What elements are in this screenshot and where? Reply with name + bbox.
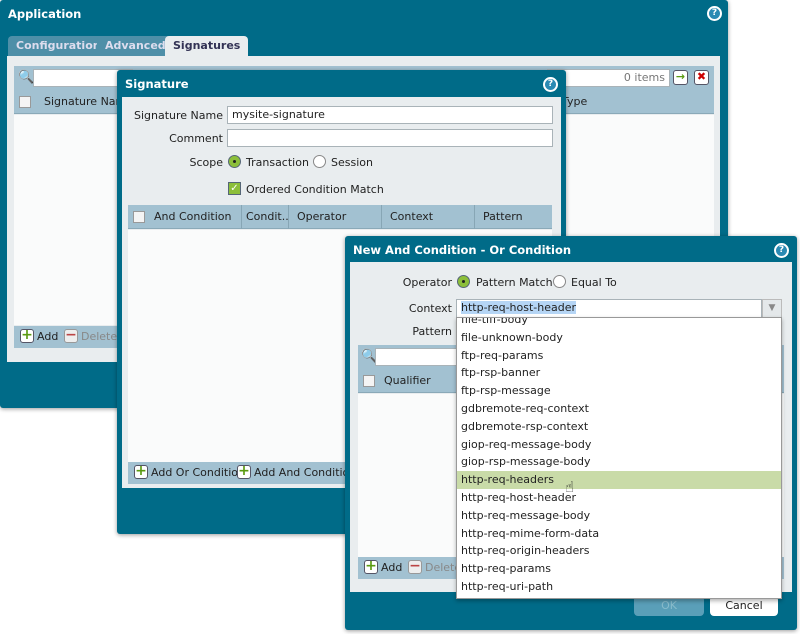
operator-label: Operator bbox=[402, 276, 452, 289]
dropdown-option[interactable]: ftp-req-params bbox=[461, 348, 544, 362]
dropdown-option[interactable]: http-req-host-header bbox=[461, 490, 577, 504]
dropdown-option[interactable]: http-req-origin-headers bbox=[461, 544, 590, 558]
pattern-label: Pattern bbox=[412, 325, 452, 338]
apply-filter-icon[interactable]: → bbox=[673, 70, 688, 85]
plus-icon: + bbox=[364, 558, 378, 574]
scope-transaction-radio[interactable] bbox=[228, 155, 241, 168]
plus-icon: + bbox=[20, 327, 34, 343]
window-title: Application bbox=[8, 7, 82, 21]
scope-transaction-label: Transaction bbox=[246, 156, 309, 169]
minus-icon: − bbox=[408, 558, 422, 574]
delete-button[interactable]: − Delete bbox=[408, 558, 462, 574]
dropdown-option[interactable]: file-unknown-body bbox=[461, 330, 563, 344]
dropdown-option[interactable]: http-req-uri-path bbox=[461, 579, 554, 593]
conditions-table-header: And Condition Condit... Operator Context… bbox=[128, 205, 552, 229]
dropdown-option[interactable]: http-req-mime-form-data bbox=[461, 526, 600, 540]
context-combobox[interactable]: http-req-host-header bbox=[456, 299, 762, 318]
dropdown-option[interactable]: giop-rsp-message-body bbox=[461, 455, 591, 469]
search-icon: 🔍 bbox=[18, 70, 35, 85]
search-icon: 🔍 bbox=[361, 349, 378, 364]
equal-to-radio[interactable] bbox=[553, 275, 566, 288]
signature-dialog: Signature ? Signature Name mysite-signat… bbox=[117, 70, 566, 534]
add-or-condition-button[interactable]: + Add Or Condition bbox=[134, 463, 245, 479]
dropdown-option[interactable]: giop-req-message-body bbox=[461, 437, 592, 451]
dialog-title: New And Condition - Or Condition bbox=[353, 243, 572, 257]
col-pattern[interactable]: Pattern bbox=[483, 210, 523, 223]
help-icon[interactable]: ? bbox=[707, 6, 722, 21]
tab-advanced[interactable]: Advanced bbox=[97, 36, 174, 56]
col-condition[interactable]: Condit... bbox=[242, 205, 289, 229]
col-context[interactable]: Context bbox=[382, 205, 475, 229]
signature-name-label: Signature Name bbox=[133, 109, 223, 122]
dropdown-option[interactable]: file-tiff-body bbox=[461, 317, 528, 326]
tab-signatures[interactable]: Signatures bbox=[165, 36, 249, 57]
minus-icon: − bbox=[64, 327, 78, 343]
add-and-condition-button[interactable]: + Add And Condition bbox=[237, 463, 357, 479]
context-label: Context bbox=[408, 302, 452, 315]
col-and-condition[interactable]: And Condition bbox=[146, 205, 242, 229]
help-icon[interactable]: ? bbox=[543, 77, 558, 92]
ordered-condition-label: Ordered Condition Match bbox=[246, 183, 384, 196]
comment-label: Comment bbox=[169, 132, 223, 145]
dropdown-arrow-icon[interactable]: ▼ bbox=[762, 299, 782, 318]
plus-icon: + bbox=[237, 463, 251, 479]
hand-cursor-icon: ☝ bbox=[565, 478, 575, 496]
ok-button[interactable]: OK bbox=[634, 596, 704, 616]
scope-label: Scope bbox=[189, 156, 223, 169]
col-type[interactable]: Type bbox=[562, 95, 588, 108]
select-all-checkbox[interactable] bbox=[133, 211, 145, 223]
dropdown-option[interactable]: http-req-params bbox=[461, 562, 551, 576]
dropdown-option[interactable]: ftp-rsp-message bbox=[461, 384, 551, 398]
dropdown-option[interactable]: http-req-message-body bbox=[461, 508, 591, 522]
equal-to-label: Equal To bbox=[571, 276, 617, 289]
comment-input[interactable] bbox=[227, 129, 553, 147]
clear-filter-icon[interactable]: ✖ bbox=[694, 70, 709, 85]
dropdown-option[interactable]: gdbremote-req-context bbox=[461, 401, 589, 415]
plus-icon: + bbox=[134, 463, 148, 479]
dropdown-option[interactable]: gdbremote-rsp-context bbox=[461, 419, 589, 433]
select-all-checkbox[interactable] bbox=[363, 375, 375, 387]
tab-configuration[interactable]: Configuration bbox=[8, 36, 109, 56]
ordered-condition-checkbox[interactable]: ✓ bbox=[228, 182, 241, 195]
dropdown-option[interactable]: ftp-rsp-banner bbox=[461, 366, 541, 380]
context-dropdown-list: file-tiff-body file-unknown-body ftp-req-p… bbox=[456, 317, 782, 599]
col-qualifier[interactable]: Qualifier bbox=[384, 374, 431, 387]
signature-name-input[interactable]: mysite-signature bbox=[227, 106, 553, 124]
pattern-match-label: Pattern Match bbox=[476, 276, 553, 289]
dropdown-option[interactable]: http-req-headers bbox=[457, 471, 781, 489]
scope-session-radio[interactable] bbox=[313, 155, 326, 168]
add-button[interactable]: + Add bbox=[20, 327, 59, 343]
items-count: 0 items bbox=[547, 69, 670, 87]
help-icon[interactable]: ? bbox=[774, 243, 789, 258]
col-signature-name[interactable]: Signature Name bbox=[36, 90, 126, 114]
delete-button[interactable]: − Delete bbox=[64, 327, 118, 343]
select-all-checkbox[interactable] bbox=[19, 96, 31, 108]
pattern-match-radio[interactable] bbox=[457, 275, 470, 288]
cancel-button[interactable]: Cancel bbox=[710, 596, 778, 616]
scope-session-label: Session bbox=[331, 156, 373, 169]
dialog-title: Signature bbox=[125, 77, 189, 91]
add-button[interactable]: + Add bbox=[364, 558, 403, 574]
col-operator[interactable]: Operator bbox=[289, 205, 382, 229]
